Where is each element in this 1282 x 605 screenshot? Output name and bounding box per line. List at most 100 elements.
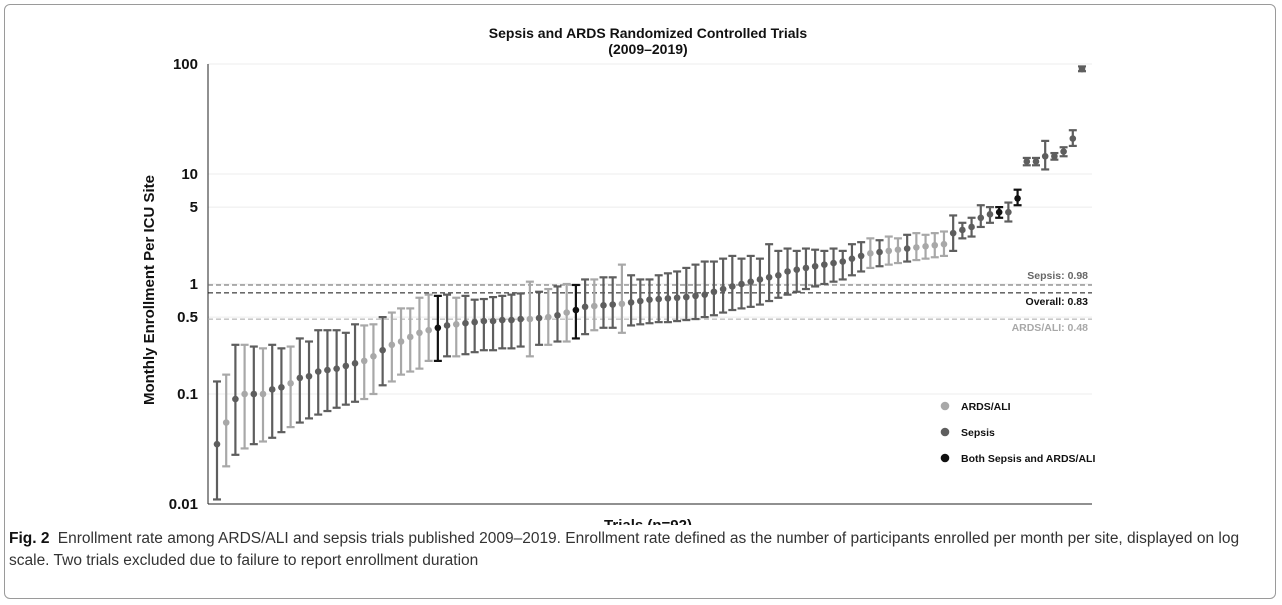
trial-point (792, 249, 801, 293)
legend-label: ARDS/ALI (961, 401, 1011, 413)
point-marker (600, 302, 607, 309)
point-marker (287, 380, 294, 387)
point-marker (977, 214, 985, 222)
point-marker (867, 250, 874, 257)
trial-point (479, 297, 488, 352)
point-marker (692, 292, 699, 300)
point-marker (876, 248, 883, 256)
trial-point (498, 294, 507, 350)
trial-point (1031, 156, 1040, 167)
point-marker (664, 295, 672, 302)
trial-point (553, 285, 562, 343)
trial-point (921, 233, 930, 260)
trial-point (387, 311, 396, 383)
legend-label: Sepsis (961, 427, 995, 439)
trial-point (682, 266, 691, 322)
trial-point (424, 293, 433, 362)
point-marker (406, 333, 414, 341)
trial-point (590, 278, 599, 332)
point-marker (986, 211, 994, 218)
trial-point (636, 278, 645, 326)
trial-point (571, 283, 580, 340)
point-marker (544, 313, 552, 321)
x-axis-label: Trials (n=92) (604, 517, 692, 525)
point-marker (618, 300, 626, 308)
point-marker (314, 368, 322, 375)
trial-point (737, 257, 746, 310)
point-marker (351, 360, 359, 367)
trial-point (360, 324, 369, 401)
trial-point (663, 272, 672, 324)
point-marker (775, 271, 782, 279)
point-marker (508, 316, 515, 324)
point-marker (535, 314, 543, 322)
caption-text: Enrollment rate among ARDS/ALI and sepsi… (9, 530, 1240, 569)
point-marker (673, 294, 681, 302)
point-marker (894, 246, 902, 254)
trial-point (222, 373, 231, 468)
point-marker (756, 276, 764, 283)
point-marker (305, 372, 313, 380)
trial-point (645, 278, 654, 325)
point-marker (554, 311, 561, 319)
trial-point (268, 343, 277, 439)
figure-caption: Fig. 2 Enrollment rate among ARDS/ALI an… (9, 528, 1271, 572)
point-marker (1023, 158, 1031, 165)
point-marker (839, 258, 847, 265)
point-marker (278, 384, 285, 391)
trial-point (1059, 146, 1068, 158)
trial-point (369, 323, 378, 396)
trial-point (599, 276, 608, 329)
point-marker (857, 252, 865, 260)
point-marker (995, 208, 1003, 216)
trial-point (654, 274, 663, 324)
trial-point (332, 329, 341, 409)
trial-point (397, 307, 406, 376)
point-marker (1005, 208, 1012, 216)
trial-point (617, 263, 626, 334)
point-marker (517, 315, 524, 323)
trial-point (544, 287, 553, 346)
point-marker (1078, 65, 1086, 73)
trial-point (709, 260, 718, 317)
point-marker (370, 353, 377, 360)
point-marker (259, 390, 267, 398)
point-marker (765, 274, 773, 281)
legend-marker (940, 427, 950, 437)
trial-point (930, 232, 939, 259)
trial-point (406, 307, 415, 373)
trial-point (415, 296, 424, 370)
point-marker (443, 322, 451, 329)
trial-point (581, 278, 590, 336)
point-marker (729, 283, 736, 290)
y-tick-label: 100 (173, 56, 198, 73)
point-marker (434, 324, 442, 332)
point-marker (526, 315, 534, 323)
trial-point (295, 337, 304, 424)
point-marker (1069, 135, 1077, 142)
trial-point (967, 216, 976, 238)
y-tick-label: 0.5 (177, 309, 198, 326)
trial-point (1050, 151, 1059, 161)
trial-point (240, 343, 249, 450)
point-marker (949, 229, 957, 237)
trial-point (774, 249, 783, 299)
point-marker (784, 268, 791, 275)
trial-point (838, 249, 847, 281)
point-marker (627, 299, 635, 306)
caption-label: Fig. 2 (9, 530, 50, 547)
trial-point (857, 241, 866, 273)
point-marker (563, 309, 570, 316)
trial-point (893, 237, 902, 265)
trial-point (277, 347, 286, 434)
point-marker (848, 255, 856, 262)
trial-point (507, 293, 516, 350)
point-marker (1041, 152, 1049, 160)
trial-point (958, 221, 967, 240)
point-marker (821, 261, 828, 268)
chart-title: Sepsis and ARDS Randomized Controlled Tr… (489, 25, 808, 41)
point-marker (342, 362, 350, 370)
trial-point (305, 340, 314, 420)
point-marker (324, 366, 331, 374)
point-marker (903, 245, 911, 252)
